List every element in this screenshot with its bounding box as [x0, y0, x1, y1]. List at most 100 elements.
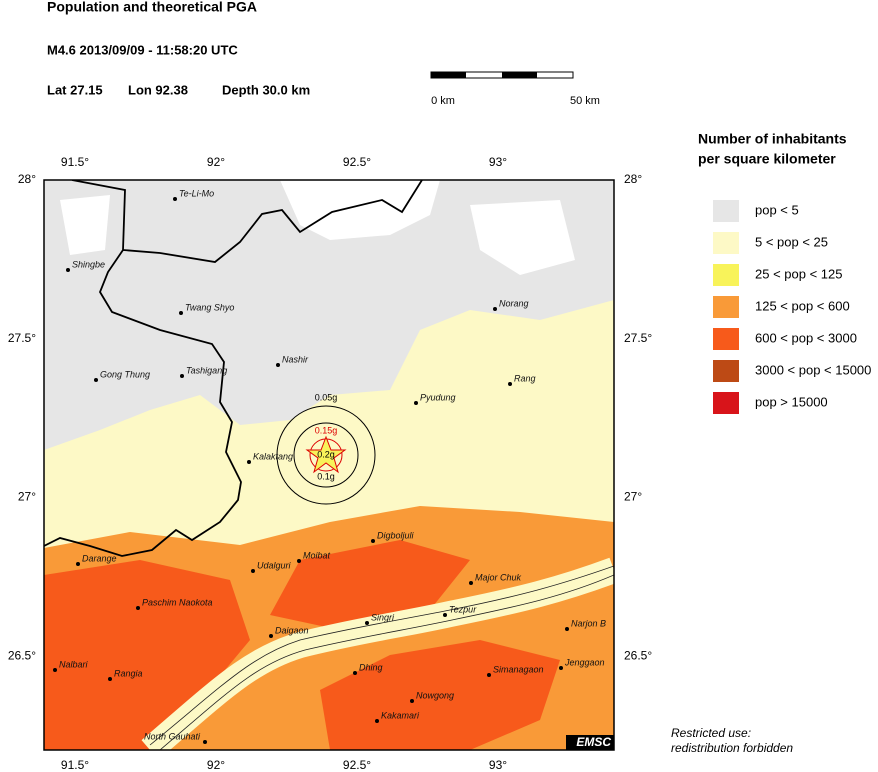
legend-title: per square kilometer: [698, 151, 836, 167]
legend-title: Number of inhabitants: [698, 131, 847, 147]
pga-contour: [293, 422, 359, 488]
city-dot: [443, 613, 447, 617]
city-label: Tezpur: [449, 604, 477, 614]
city-dot: [269, 634, 273, 638]
no-data-area: [60, 180, 575, 275]
city-dot: [94, 378, 98, 382]
latitude-label: 26.5°: [624, 648, 652, 662]
city-dot: [414, 401, 418, 405]
pga-label: 0.2g: [317, 449, 335, 459]
legend-swatch: [713, 232, 739, 254]
location-field: Lat 27.15: [47, 82, 103, 97]
map-frame: [43, 179, 615, 751]
city-dot: [251, 569, 255, 573]
legend-swatch: [713, 328, 739, 350]
longitude-label: 91.5°: [61, 155, 89, 169]
event-line: M4.6 2013/09/09 - 11:58:20 UTC: [47, 42, 238, 57]
city-label: Udalguri: [257, 560, 292, 570]
longitude-label: 92°: [207, 155, 225, 169]
city-dot: [76, 562, 80, 566]
scale-label: 0 km: [431, 95, 455, 107]
city-dot: [353, 671, 357, 675]
legend-swatch: [713, 360, 739, 382]
longitude-label: 91.5°: [61, 758, 89, 772]
city-label: Rang: [514, 373, 536, 383]
city-label: Gong Thung: [100, 369, 150, 379]
legend-label: pop > 15000: [755, 394, 828, 409]
city-label: Norang: [499, 298, 529, 308]
city-label: Shingbe: [72, 259, 105, 269]
pga-contour: [276, 405, 376, 505]
sparse-area: [44, 180, 614, 450]
city-dot: [203, 740, 207, 744]
longitude-label: 93°: [489, 758, 507, 772]
city-dot: [108, 677, 112, 681]
latitude-label: 27.5°: [624, 331, 652, 345]
city-dot: [179, 311, 183, 315]
city-label: Nashir: [282, 354, 309, 364]
note: Restricted use:: [671, 726, 751, 740]
legend-label: 3000 < pop < 15000: [755, 362, 871, 377]
city-label: Paschim Naokota: [142, 597, 213, 607]
longitude-label: 93°: [489, 155, 507, 169]
pga-label: 0.1g: [317, 471, 335, 481]
city-dot: [375, 719, 379, 723]
legend-label: 125 < pop < 600: [755, 298, 850, 313]
city-label: Darange: [82, 553, 117, 563]
city-label: Tashigang: [186, 365, 227, 375]
legend-swatch: [713, 392, 739, 414]
city-label: Moibat: [303, 550, 331, 560]
city-dot: [173, 197, 177, 201]
city-label: Narjon B: [571, 618, 606, 628]
city-dot: [487, 673, 491, 677]
city-label: Major Chuk: [475, 572, 522, 582]
legend-label: 5 < pop < 25: [755, 234, 828, 249]
city-dot: [66, 268, 70, 272]
city-dot: [493, 307, 497, 311]
city-dot: [559, 666, 563, 670]
city-dot: [508, 382, 512, 386]
legend-swatch: [713, 264, 739, 286]
latitude-label: 28°: [624, 172, 642, 186]
city-label: Pyudung: [420, 392, 456, 402]
city-dot: [276, 363, 280, 367]
city-label: Twang Shyo: [185, 302, 234, 312]
river: [149, 565, 614, 750]
city-label: North Gauhati: [144, 731, 201, 741]
longitude-label: 92.5°: [343, 155, 371, 169]
legend-swatch: [713, 200, 739, 222]
city-dot: [365, 621, 369, 625]
pale-band: [200, 420, 614, 520]
city-label: Digboljuli: [377, 530, 415, 540]
note: redistribution forbidden: [671, 741, 793, 755]
location-field: Depth 30.0 km: [222, 82, 310, 97]
city-dot: [53, 668, 57, 672]
city-label: Dhing: [359, 662, 383, 672]
border: [122, 180, 423, 263]
city-dot: [469, 581, 473, 585]
latitude-label: 27.5°: [8, 331, 36, 345]
scale-bar-segment: [502, 72, 537, 78]
epicenter: 0.05g 0.15g 0.2g 0.1g: [276, 392, 376, 505]
city-dot: [247, 460, 251, 464]
logo-box: [566, 735, 614, 750]
legend-label: 25 < pop < 125: [755, 266, 842, 281]
legend-swatch: [713, 296, 739, 318]
city-dot: [410, 699, 414, 703]
legend-label: pop < 5: [755, 202, 799, 217]
city-label: Simanagaon: [493, 664, 544, 674]
city-label: Nowgong: [416, 690, 454, 700]
epicenter-star: [305, 435, 347, 474]
city-label: Kalaktang: [253, 451, 293, 461]
scale-bar-segment: [431, 72, 466, 78]
border: [44, 180, 242, 557]
city-dot: [136, 606, 140, 610]
city-label: Daigaon: [275, 625, 309, 635]
city-label: Nalbari: [59, 659, 89, 669]
latitude-label: 27°: [624, 490, 642, 504]
title: Population and theoretical PGA: [47, 0, 257, 15]
pga-label: 0.05g: [315, 392, 338, 402]
river-plain: [141, 557, 614, 750]
city-dot: [371, 539, 375, 543]
